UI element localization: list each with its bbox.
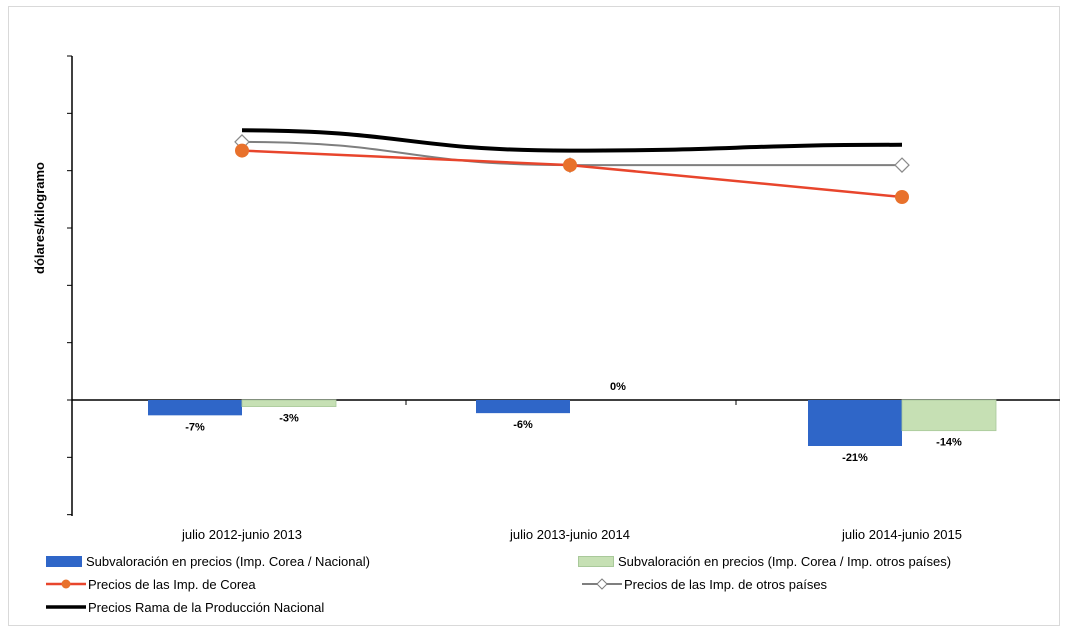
- zero-label: 0%: [610, 381, 626, 393]
- series-point: [895, 190, 909, 204]
- y-axis-label: dólares/kilogramo: [32, 162, 47, 274]
- series-point: [894, 157, 910, 173]
- legend-item-bar-1: Subvaloración en precios (Imp. Corea / N…: [46, 552, 370, 570]
- bar-data-label: -21%: [842, 452, 868, 464]
- bar-data-label: -6%: [513, 419, 533, 431]
- bar: [148, 400, 242, 416]
- bar-data-label: -7%: [185, 421, 205, 433]
- bar-data-label: -14%: [936, 437, 962, 449]
- legend-label-line-1: Precios de las Imp. de Corea: [88, 576, 256, 592]
- legend-item-line-1: Precios de las Imp. de Corea: [46, 575, 256, 593]
- x-tick-label: julio 2012-junio 2013: [181, 527, 302, 542]
- x-tick-label: julio 2013-junio 2014: [509, 527, 630, 542]
- legend-label-line-3: Precios Rama de la Producción Nacional: [88, 599, 325, 615]
- legend-item-bar-2: Subvaloración en precios (Imp. Corea / I…: [578, 552, 951, 570]
- bar: [808, 400, 902, 446]
- legend-swatch-line-1: [46, 579, 86, 589]
- series-point: [235, 143, 249, 158]
- bar-data-label: -3%: [279, 413, 299, 425]
- legend-label-bar-2: Subvaloración en precios (Imp. Corea / I…: [618, 553, 952, 569]
- series-line: [241, 128, 903, 153]
- chart-frame: [8, 6, 1060, 626]
- legend-item-line-3: Precios Rama de la Producción Nacional: [46, 598, 324, 616]
- legend-item-line-2: Precios de las Imp. de otros países: [582, 575, 827, 593]
- series-point: [563, 158, 577, 173]
- bar: [901, 399, 997, 432]
- bar: [476, 400, 570, 414]
- legend-swatch-line-2: [582, 578, 622, 590]
- legend-swatch-line-3: [46, 605, 86, 609]
- legend-label-bar-1: Subvaloración en precios (Imp. Corea / N…: [86, 553, 370, 569]
- x-tick-label: julio 2014-junio 2015: [841, 527, 962, 542]
- legend-label-line-2: Precios de las Imp. de otros países: [624, 576, 828, 592]
- legend-swatch-bar-2: [578, 555, 614, 567]
- bar: [241, 399, 337, 407]
- legend-swatch-bar-1: [46, 555, 82, 567]
